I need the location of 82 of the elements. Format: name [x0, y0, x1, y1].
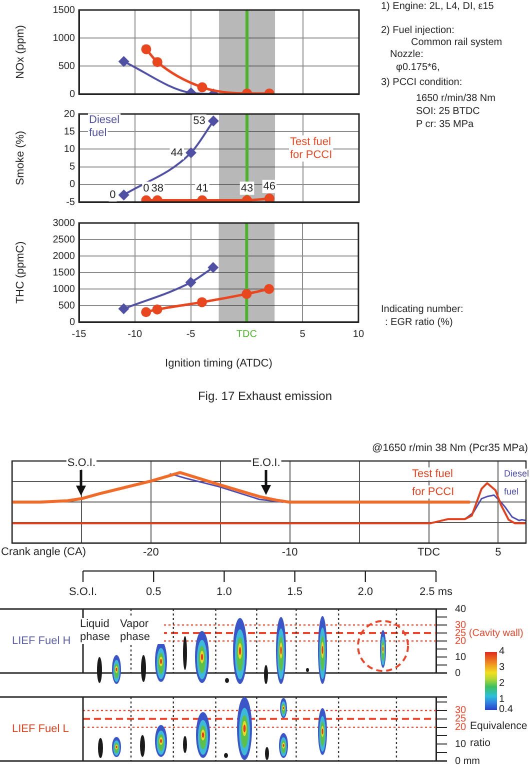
text: Indicating number:	[381, 304, 464, 316]
y-axis-title: LIEF Fuel H	[12, 635, 71, 648]
x-axis-title: Ignition timing (ATDC)	[165, 357, 272, 370]
x-tick-label: TDC	[417, 546, 440, 559]
series-label: Test fuel for PCCI	[412, 468, 454, 498]
x-tick-label: TDC	[236, 328, 257, 340]
text: SOI: 25 BTDC	[416, 106, 480, 118]
x-tick-label: 1.0	[216, 586, 232, 598]
y-tick-label: 40	[455, 604, 467, 615]
x-tick-label: -20	[142, 546, 159, 559]
text: Test fuel for PCCI	[290, 136, 332, 162]
text: 1650 r/min/38 Nm	[416, 93, 496, 105]
text: 3) PCCI condition:	[381, 77, 462, 89]
text: Common rail system	[411, 37, 502, 49]
text: 2) Fuel injection:	[381, 25, 454, 37]
y-tick-label: 5	[69, 162, 76, 173]
annotation: Liquid phase	[80, 618, 120, 644]
x-tick-label: -10	[128, 328, 143, 340]
y-tick-label: 1000	[52, 284, 76, 295]
text: 1) Engine: 2L, L4, DI, ε15	[381, 1, 494, 13]
y-tick-label: 15	[64, 126, 76, 138]
y-axis-title: Smoke (%)	[14, 130, 27, 186]
y-tick-label: 2500	[52, 234, 76, 246]
y-tick-label: 0	[69, 179, 76, 190]
y-tick-label: 500	[58, 60, 76, 72]
annotation: 43	[240, 182, 254, 194]
x-axis-title: Crank angle (CA)	[1, 546, 86, 558]
y-tick-label: 2000	[52, 250, 76, 262]
annotation: 38	[151, 182, 164, 194]
annotation: S.O.I.	[67, 457, 96, 470]
annotation: 0	[143, 182, 150, 194]
text: : EGR ratio (%)	[385, 317, 453, 329]
x-tick-label: 5	[495, 546, 502, 559]
annotation: 53	[193, 115, 206, 128]
color-bar-label: 0.4	[499, 704, 513, 716]
x-tick-label: 0.5	[146, 586, 162, 598]
y-tick-label: 0	[455, 668, 461, 679]
y-tick-label: 1500	[52, 267, 76, 278]
annotation: Vapor phase	[120, 618, 164, 644]
y-tick-label: 1000	[52, 32, 76, 44]
y-axis-title: NOx (ppm)	[14, 25, 27, 79]
y-axis-title: THC (ppmC)	[14, 241, 27, 304]
y-tick-label: 20	[64, 108, 76, 120]
y-axis-title: LIEF Fuel L	[12, 723, 69, 736]
color-bar-label: 3	[499, 662, 505, 674]
y-tick-label: 20	[455, 722, 467, 734]
series-label: Diesel fuel	[504, 468, 530, 496]
x-tick-label: -10	[282, 546, 298, 559]
text: Nozzle:	[390, 49, 424, 61]
x-tick-label: 2.5 ms	[419, 586, 454, 598]
text: Diesel fuel	[89, 114, 120, 140]
x-tick-label: 5	[300, 328, 306, 340]
y-tick-label: 20	[455, 636, 467, 647]
color-bar-label: 1	[499, 694, 505, 706]
caption: Fig. 17 Exhaust emission	[198, 389, 332, 404]
text: φ0.175*6,	[396, 62, 440, 74]
y-tick-label: 0 mm	[455, 756, 480, 767]
y-tick-label: 0	[69, 88, 76, 100]
annotation: E.O.I.	[252, 457, 280, 470]
y-tick-label: 1500	[52, 4, 76, 16]
x-tick-label: 1.5	[287, 586, 302, 598]
annotation: 46	[263, 180, 276, 193]
color-bar-label: 2	[499, 678, 505, 690]
text: P cr: 35 MPa	[416, 119, 474, 131]
annotation: 0	[110, 188, 116, 201]
annotation: 44	[170, 146, 183, 159]
color-bar-title: Equivalence ratio	[470, 719, 528, 751]
y-tick-label: -5	[66, 196, 76, 208]
y-tick-label: 10	[455, 738, 467, 750]
x-tick-label: -5	[186, 328, 196, 340]
annotation: 41	[196, 182, 208, 194]
y-tick-label: 500	[58, 300, 76, 312]
x-tick-label: -15	[72, 328, 87, 340]
y-tick-label: 10	[455, 652, 467, 663]
x-tick-label: 2.0	[358, 586, 374, 598]
y-tick-label: 0	[69, 316, 76, 328]
x-tick-label: 10	[352, 328, 364, 340]
y-tick-label: 10	[64, 144, 76, 155]
chart-subtitle: @1650 r/min 38 Nm (Pcr35 MPa)	[372, 442, 528, 454]
color-bar-label: 4	[499, 646, 505, 658]
x-tick-label: S.O.I.	[68, 586, 98, 598]
y-tick-label: 3000	[52, 218, 76, 229]
